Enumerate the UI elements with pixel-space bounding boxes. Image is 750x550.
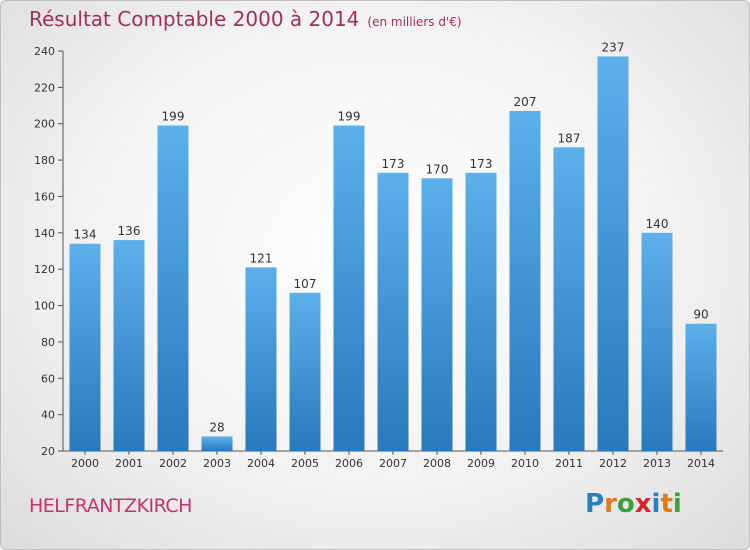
x-tick-label: 2008 xyxy=(423,457,451,470)
x-tick-label: 2010 xyxy=(511,457,539,470)
x-tick-label: 2014 xyxy=(687,457,715,470)
bar xyxy=(157,125,189,451)
y-tick-label: 40 xyxy=(41,409,55,422)
data-label: 199 xyxy=(338,110,361,124)
logo-letter: x xyxy=(634,489,652,519)
bar xyxy=(289,292,321,451)
bar xyxy=(553,147,585,451)
bar xyxy=(641,232,673,451)
x-tick-label: 2006 xyxy=(335,457,363,470)
data-label: 28 xyxy=(209,420,224,434)
chart-title: Résultat Comptable 2000 à 2014 (en millie… xyxy=(29,7,462,31)
data-label: 173 xyxy=(382,157,405,171)
x-tick-label: 2007 xyxy=(379,457,407,470)
y-tick-label: 20 xyxy=(41,445,55,458)
bar xyxy=(685,323,717,451)
logo-letter: r xyxy=(604,489,617,519)
x-tick-label: 2013 xyxy=(643,457,671,470)
data-label: 140 xyxy=(646,217,669,231)
bar xyxy=(377,172,409,451)
commune-name: HELFRANTZKIRCH xyxy=(29,495,192,517)
data-label: 134 xyxy=(74,228,97,242)
data-label: 90 xyxy=(693,308,708,322)
logo-letter: t xyxy=(660,489,673,519)
data-label: 237 xyxy=(602,40,625,54)
x-tick-label: 2002 xyxy=(159,457,187,470)
bar xyxy=(465,172,497,451)
y-tick-label: 160 xyxy=(34,190,55,203)
y-tick-label: 60 xyxy=(41,372,55,385)
logo-letter: o xyxy=(616,489,635,519)
bar xyxy=(333,125,365,451)
y-tick-label: 140 xyxy=(34,227,55,240)
data-label: 173 xyxy=(470,157,493,171)
x-tick-label: 2011 xyxy=(555,457,583,470)
proxiti-logo: Proxiti xyxy=(585,489,682,519)
data-label: 207 xyxy=(514,95,537,109)
y-tick-label: 80 xyxy=(41,336,55,349)
data-label: 170 xyxy=(426,162,449,176)
x-tick-label: 2004 xyxy=(247,457,275,470)
logo-letter: P xyxy=(585,489,605,519)
bar xyxy=(201,436,233,451)
x-tick-label: 2003 xyxy=(203,457,231,470)
bar xyxy=(421,178,453,452)
x-tick-label: 2000 xyxy=(71,457,99,470)
y-tick-label: 180 xyxy=(34,154,55,167)
bar xyxy=(69,243,101,451)
logo-letter: i xyxy=(672,489,682,519)
x-tick-label: 2001 xyxy=(115,457,143,470)
logo-letter: i xyxy=(651,489,661,519)
y-tick-label: 200 xyxy=(34,118,55,131)
y-tick-label: 100 xyxy=(34,300,55,313)
data-label: 199 xyxy=(162,110,185,124)
unit-label: (en milliers d'€) xyxy=(367,15,462,29)
bar xyxy=(597,56,629,452)
title-text: Résultat Comptable 2000 à 2014 xyxy=(29,7,360,31)
x-tick-label: 2009 xyxy=(467,457,495,470)
y-tick-label: 120 xyxy=(34,263,55,276)
data-label: 187 xyxy=(558,131,581,145)
x-tick-label: 2012 xyxy=(599,457,627,470)
y-tick-label: 240 xyxy=(34,45,55,58)
data-label: 107 xyxy=(294,277,317,291)
data-label: 121 xyxy=(250,251,273,265)
bar xyxy=(113,240,145,451)
y-tick-label: 220 xyxy=(34,81,55,94)
bar xyxy=(245,267,277,451)
x-tick-label: 2005 xyxy=(291,457,319,470)
bar xyxy=(509,111,541,451)
data-label: 136 xyxy=(118,224,141,238)
